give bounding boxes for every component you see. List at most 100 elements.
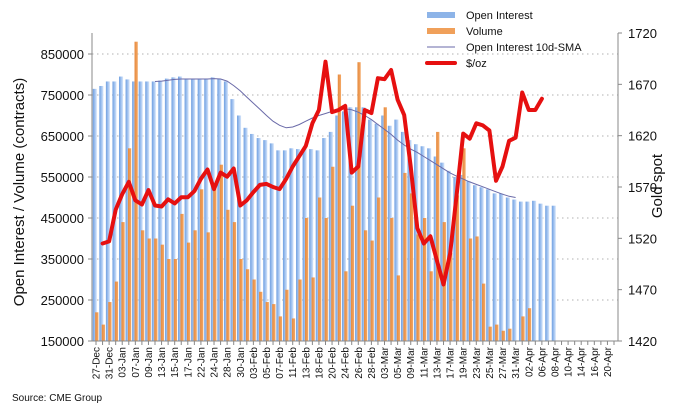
open-interest-bar — [427, 148, 432, 341]
x-tick-label: 07-Jan — [131, 347, 142, 378]
right-tick-label: 1620 — [628, 129, 657, 144]
volume-bar — [409, 193, 414, 341]
open-interest-bar — [459, 174, 465, 341]
volume-bar — [423, 218, 427, 341]
volume-bar — [121, 222, 125, 341]
volume-bar — [213, 185, 217, 341]
volume-bar — [200, 189, 204, 341]
open-interest-bar — [197, 78, 202, 341]
open-interest-bar — [486, 189, 491, 341]
volume-bar — [114, 281, 119, 341]
open-interest-bar — [387, 125, 392, 341]
volume-bar — [527, 308, 532, 341]
volume-bar — [508, 328, 512, 341]
right-axis-ticks: 1420 1470 1520 1570 1620 1670 1720 — [618, 26, 657, 349]
open-interest-bar — [164, 78, 169, 341]
x-tick-label: 11-Feb — [288, 347, 299, 378]
open-interest-bar — [512, 199, 517, 341]
x-tick-label: 03-Feb — [249, 347, 260, 379]
open-interest-bar — [256, 138, 261, 341]
open-interest-bar — [184, 78, 189, 341]
x-tick-label: 05-Mar — [393, 346, 404, 378]
x-tick-label: 11-Mar — [419, 346, 430, 378]
legend: Open Interest Volume Open Interest 10d-SMA… — [425, 10, 582, 70]
source-note: Source: CME Group — [12, 393, 103, 404]
open-interest-bar — [525, 201, 530, 341]
volume-bar — [383, 107, 387, 341]
x-tick-label: 13-Jan — [157, 347, 168, 378]
x-tick-label: 13-Mar — [433, 346, 444, 378]
open-interest-bar — [328, 131, 333, 341]
volume-bar — [482, 283, 486, 341]
x-tick-label: 20-Apr — [603, 346, 614, 377]
volume-bar — [154, 238, 158, 341]
open-interest-bar — [348, 107, 353, 341]
open-interest-bar — [361, 107, 366, 341]
x-tick-label: 26-Feb — [354, 347, 365, 379]
legend-label: $/oz — [466, 58, 487, 70]
volume-bar — [160, 244, 164, 341]
volume-bar — [318, 197, 322, 341]
volume-bar — [186, 242, 191, 341]
x-tick-label: 07-Feb — [275, 347, 286, 379]
open-interest-bar — [518, 201, 524, 341]
x-tick-label: 27-Mar — [498, 346, 509, 378]
open-interest-bar — [414, 144, 419, 341]
open-interest-bar — [341, 111, 346, 342]
open-interest-bar — [368, 119, 373, 341]
open-interest-bar — [407, 140, 412, 341]
open-interest-bar — [492, 193, 497, 341]
open-interest-bar — [230, 99, 235, 341]
open-interest-bar — [178, 76, 183, 342]
volume-bar — [167, 259, 171, 341]
open-interest-bar — [400, 131, 406, 341]
volume-bar — [226, 209, 230, 341]
volume-bar — [495, 324, 499, 341]
volume-bar — [429, 271, 433, 341]
volume-bar — [331, 166, 335, 341]
open-interest-bar — [296, 149, 301, 341]
volume-bar — [147, 238, 151, 341]
open-interest-bar — [269, 143, 274, 341]
open-interest-bar — [309, 149, 314, 341]
x-tick-label: 24-Jan — [210, 347, 221, 378]
volume-bar — [265, 302, 269, 341]
open-interest-bar — [191, 78, 196, 341]
open-interest-bar — [532, 200, 537, 341]
volume-bar — [101, 324, 105, 341]
volume-bar — [364, 230, 368, 341]
x-tick-label: 13-Feb — [301, 347, 312, 379]
volume-bar — [304, 218, 309, 341]
volume-bar — [134, 41, 138, 341]
x-tick-label: 28-Feb — [367, 347, 378, 379]
x-tick-label: 17-Jan — [183, 347, 194, 378]
open-interest-bar — [99, 85, 104, 341]
left-tick-label: 450000 — [41, 211, 84, 226]
x-tick-label: 03-Mar — [380, 346, 391, 378]
volume-bar — [462, 148, 466, 341]
x-tick-label: 03-Jan — [118, 347, 129, 378]
legend-label: Open Interest — [466, 10, 533, 22]
open-interest-bar — [335, 115, 340, 341]
open-interest-bar — [223, 81, 228, 341]
x-tick-label: 09-Jan — [144, 347, 155, 378]
volume-bar — [108, 302, 112, 341]
volume-bar — [324, 218, 328, 341]
open-interest-bar — [151, 81, 156, 341]
volume-bar — [173, 259, 178, 341]
open-interest-bar — [263, 140, 268, 341]
x-tick-label: 19-Mar — [459, 346, 470, 378]
x-tick-label: 09-Mar — [406, 346, 417, 378]
right-tick-label: 1470 — [628, 283, 657, 298]
volume-bar — [245, 269, 250, 341]
right-tick-label: 1570 — [628, 180, 657, 195]
x-tick-label: 10-Apr — [564, 346, 575, 377]
volume-bar — [344, 271, 348, 341]
open-interest-bar — [440, 162, 445, 341]
open-interest-bar — [466, 181, 471, 341]
volume-bars — [95, 41, 532, 341]
volume-bar — [475, 236, 479, 341]
volume-bar — [311, 277, 315, 341]
volume-bar — [521, 316, 525, 341]
price-line — [100, 59, 544, 287]
